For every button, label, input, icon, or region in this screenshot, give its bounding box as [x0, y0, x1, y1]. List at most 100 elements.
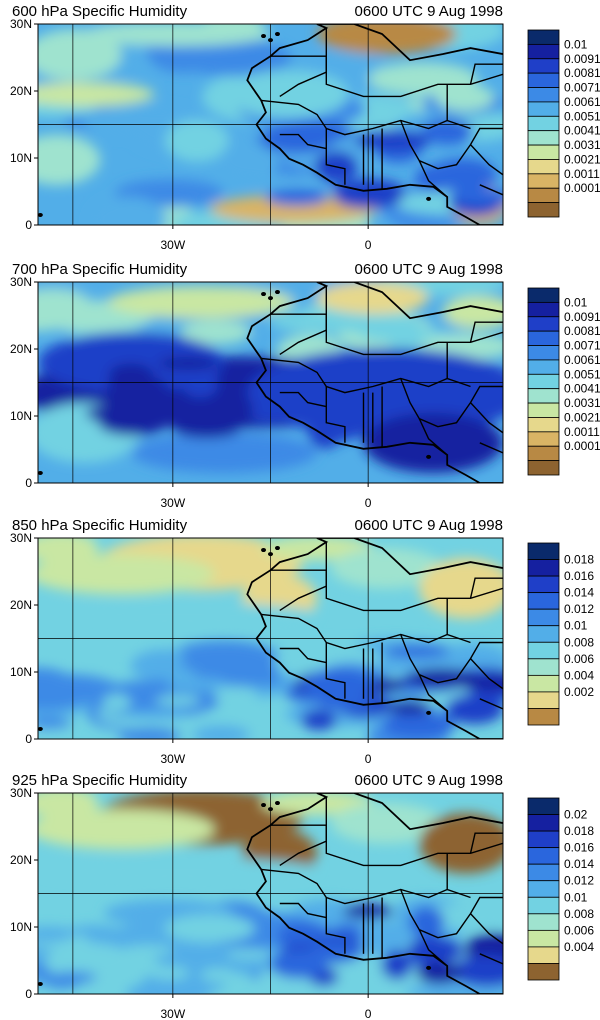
colorbar-label: 0.018	[564, 824, 594, 838]
colorbar-label: 0.006	[564, 923, 594, 937]
colorbar-label: 0.01	[564, 619, 588, 633]
country-border	[400, 634, 503, 684]
field-blob	[157, 356, 219, 370]
country-border	[479, 953, 503, 965]
coastline	[246, 538, 503, 739]
colorbar-box	[527, 797, 560, 815]
panel-time: 0600 UTC 9 Aug 1998	[355, 261, 503, 278]
colorbar-label: 0.0091	[564, 52, 600, 66]
country-border	[469, 321, 503, 343]
colorbar-box	[527, 359, 560, 375]
colorbar-label: 0.02	[564, 808, 588, 822]
field-blob	[38, 554, 215, 595]
field-blob	[84, 24, 271, 47]
colorbar-box	[527, 814, 560, 832]
colorbar-label: 0.0011	[564, 167, 600, 181]
plot-frame	[37, 792, 504, 995]
field-blob	[354, 314, 424, 342]
colorbar-box	[527, 608, 560, 627]
field-blob	[38, 602, 317, 627]
field-blob	[308, 365, 372, 395]
colorbar: 0.02 0.018 0.016 0.014 0.012 0.01 0.008 0.006 0.…	[527, 797, 594, 981]
y-tick-label: 20N	[10, 84, 32, 98]
colorbar-label: 0.0051	[564, 367, 600, 381]
field-blob	[330, 548, 443, 589]
colorbar-box	[527, 316, 560, 332]
colorbar-label: 0.016	[564, 569, 594, 583]
colorbar: 0.010.00910.00810.00710.00610.00510.0041…	[527, 287, 600, 476]
colorbar-box	[527, 542, 560, 560]
field-blob	[126, 981, 211, 994]
field-blob	[410, 911, 445, 930]
colorbar-box	[527, 202, 560, 218]
island	[261, 548, 267, 553]
country-border	[279, 647, 327, 664]
country-border	[469, 658, 503, 690]
x-tick-label: 0	[365, 238, 372, 252]
panel-time: 0600 UTC 9 Aug 1998	[355, 3, 503, 20]
country-border	[261, 613, 448, 650]
colorbar: 0.010.00910.00810.00710.00610.00510.0041…	[527, 29, 600, 218]
field-blob	[50, 971, 97, 983]
colorbar-box	[527, 658, 560, 676]
colorbar-box	[527, 159, 560, 175]
field-blob	[260, 390, 325, 421]
y-tick-label: 10N	[10, 920, 32, 934]
humidity-field	[38, 282, 503, 483]
country-border	[469, 913, 503, 945]
colorbar-box	[527, 847, 560, 865]
field-blob	[85, 404, 155, 423]
y-tick-label: 0	[25, 732, 32, 746]
field-blob	[381, 711, 456, 738]
colorbar-box	[527, 345, 560, 361]
colorbar-box	[527, 880, 560, 898]
colorbar-label: 0.01	[564, 37, 588, 51]
field-blob	[419, 558, 503, 619]
colorbar-box	[527, 58, 560, 74]
y-tick-label: 30N	[10, 786, 32, 800]
field-blob	[106, 374, 168, 401]
y-tick-label: 20N	[10, 853, 32, 867]
y-tick-label: 30N	[10, 17, 32, 31]
plot-frame	[37, 281, 504, 484]
field-blob	[69, 963, 144, 974]
country-border	[279, 902, 327, 919]
x-tick-label: 30W	[161, 1007, 186, 1020]
y-tick-label: 0	[25, 218, 32, 232]
island	[274, 546, 280, 551]
field-blob	[210, 194, 378, 223]
colorbar-label: 0.0081	[564, 66, 600, 80]
colorbar-label: 0.0071	[564, 81, 600, 95]
field-blob	[42, 641, 148, 660]
panel-2: 850 hPa Specific Humidity 0600 UTC 9 Aug …	[10, 517, 594, 766]
field-blob	[454, 675, 503, 691]
colorbar-box	[527, 130, 560, 146]
y-tick-label: 10N	[10, 151, 32, 165]
colorbar-label: 0.008	[564, 907, 594, 921]
field-blob	[330, 803, 443, 844]
plot-frame	[37, 537, 504, 740]
country-border	[446, 598, 471, 644]
colorbar-box	[527, 708, 560, 726]
field-blob	[384, 645, 450, 658]
country-border	[418, 418, 448, 456]
colorbar-box	[527, 29, 560, 45]
colorbar-box	[527, 913, 560, 931]
field-blob	[354, 129, 430, 152]
field-blob	[317, 282, 429, 315]
field-blob	[433, 643, 503, 675]
field-blob	[118, 727, 182, 739]
coastline	[246, 24, 503, 225]
field-blob	[164, 914, 256, 943]
panel-title: 850 hPa Specific Humidity	[12, 517, 188, 534]
field-blob	[38, 793, 99, 820]
x-tick-label: 30W	[161, 238, 186, 252]
field-blob	[182, 370, 219, 398]
colorbar-label: 0.0061	[564, 353, 600, 367]
colorbar-box	[527, 373, 560, 390]
colorbar-label: 0.01	[564, 890, 588, 904]
colorbar-label: 0.0051	[564, 109, 600, 123]
colorbar-box	[527, 896, 560, 915]
coastline	[246, 793, 503, 994]
island	[261, 34, 267, 39]
